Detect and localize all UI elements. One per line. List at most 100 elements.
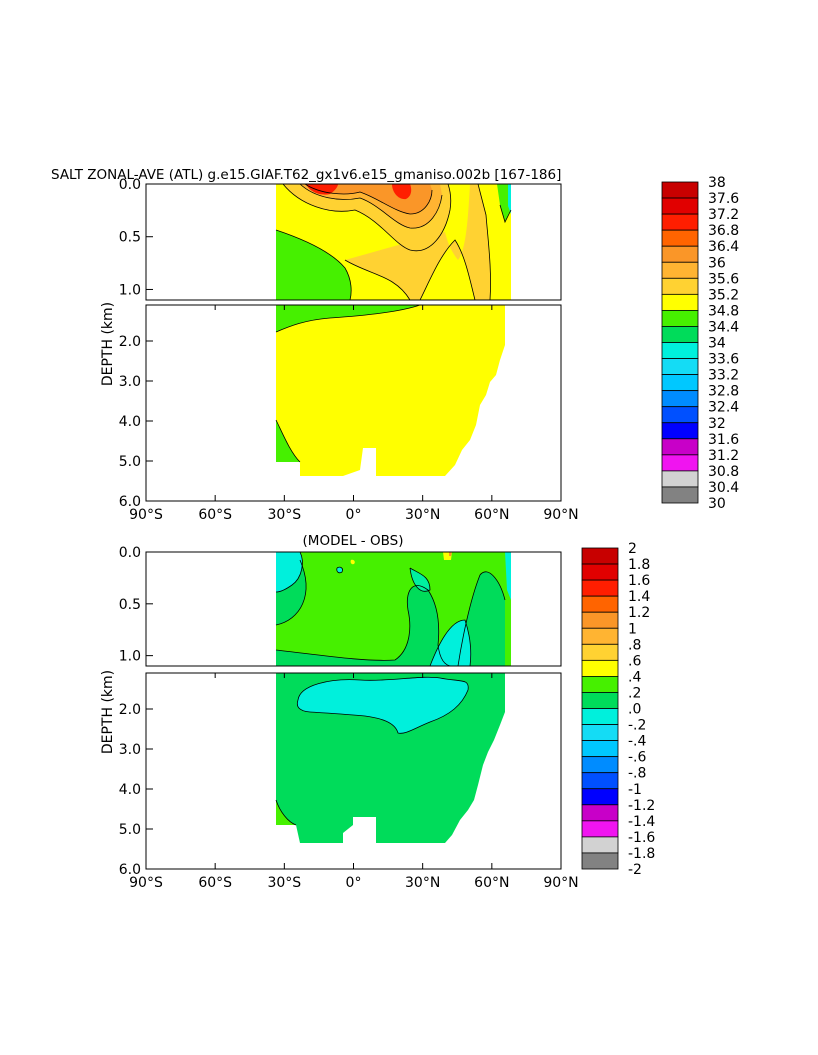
bottom-ylabel: DEPTH (km) [100, 670, 116, 754]
top-colorbar-label: 36.8 [708, 223, 739, 239]
top-upper-green-tongue [276, 230, 352, 300]
top-xtick-label: 90°S [129, 507, 163, 523]
bottom-upper-cyan-spot [336, 567, 343, 573]
top-upper-contours [275, 183, 512, 301]
bottom-upper-ytick-label: 1.0 [119, 649, 141, 665]
bottom-colorbar-label: .2 [628, 685, 641, 701]
bottom-colorbar-swatch [581, 708, 619, 725]
top-colorbar-label: 32.8 [708, 384, 739, 400]
bottom-upper-yellow-dot [350, 559, 355, 565]
top-xtick-label: 30°N [405, 507, 440, 523]
bottom-plot: (MODEL - OBS) [100, 533, 655, 891]
top-colorbar-label: 37.2 [708, 207, 739, 223]
bottom-colorbar-swatch [581, 788, 619, 806]
bottom-colorbar-label: -1.6 [628, 830, 655, 846]
top-colorbar-label: 33.2 [708, 368, 739, 384]
bottom-colorbar-swatch [581, 820, 619, 838]
top-upper-ytick-label: 0.5 [119, 230, 141, 246]
bottom-colorbar-swatch [581, 563, 619, 581]
bottom-colorbar-swatch [581, 579, 619, 597]
bottom-colorbar-swatch [581, 692, 619, 709]
top-upper-ytick-label: 0.0 [119, 177, 141, 193]
bottom-colorbar-swatch [581, 740, 619, 758]
top-upper-frame [145, 183, 562, 301]
top-colorbar-label: 30 [708, 496, 726, 512]
top-colorbar-label: 31.2 [708, 448, 739, 464]
top-colorbar-swatch [661, 261, 699, 279]
bottom-plot-title: (MODEL - OBS) [303, 533, 404, 549]
bottom-lower-ytick-label: 3.0 [119, 742, 141, 758]
bottom-upper-ytick-label: 0.0 [119, 545, 141, 561]
top-colorbar-swatch [661, 358, 699, 375]
top-colorbar: 3837.637.236.836.43635.635.234.834.43433… [661, 175, 739, 512]
top-colorbar-label: 32.4 [708, 400, 739, 416]
top-upper-deep-trough [345, 184, 491, 300]
bottom-upper-frame [145, 551, 562, 667]
bottom-colorbar-swatch [581, 547, 619, 565]
bottom-colorbar-swatch [581, 772, 619, 790]
bottom-lower-ytick-label: 4.0 [119, 782, 141, 798]
top-colorbar-swatch [661, 293, 699, 311]
top-colorbar-label: 36.4 [708, 239, 739, 255]
top-colorbar-swatch [661, 422, 699, 440]
bottom-colorbar-swatch [581, 756, 619, 774]
top-colorbar-label: 30.8 [708, 464, 739, 480]
top-colorbar-swatch [661, 342, 699, 359]
bottom-colorbar-label: 1.6 [628, 573, 650, 589]
bottom-colorbar-label: -.4 [628, 734, 647, 750]
top-colorbar-label: 34.4 [708, 319, 739, 335]
bottom-colorbar-swatch [581, 676, 619, 693]
top-colorbar-swatch [661, 406, 699, 424]
top-colorbar-swatch [661, 454, 699, 472]
top-xtick-label: 30°S [267, 507, 301, 523]
top-colorbar-label: 31.6 [708, 432, 739, 448]
top-xtick-label: 60°S [198, 507, 232, 523]
bottom-colorbar-swatch [581, 643, 619, 661]
top-colorbar-label: 35.2 [708, 287, 739, 303]
bottom-colorbar-label: -2 [628, 862, 642, 878]
top-lower-yellow [276, 305, 505, 476]
bottom-colorbar-swatch [581, 852, 619, 870]
bottom-axis-ticks: 90°S 60°S 30°S 0° 30°N 60°N 90°N 0.0 0.5 1.0 2.0 3.… [119, 545, 579, 891]
top-lower-field [276, 305, 505, 476]
bottom-colorbar-label: 2 [628, 541, 637, 557]
bottom-upper-cyan-patch-1 [410, 568, 430, 592]
top-ylabel: DEPTH (km) [100, 302, 116, 386]
top-colorbar-swatch [661, 245, 699, 263]
top-plot-title: SALT ZONAL-AVE (ATL) g.e15.GIAF.T62_gx1v… [51, 167, 561, 183]
bottom-upper-field [276, 552, 511, 666]
top-colorbar-swatch [661, 309, 699, 327]
top-upper-east-strip [497, 184, 511, 222]
top-lower-green-tongue [276, 305, 420, 332]
bottom-colorbar-swatch [581, 627, 619, 645]
bottom-colorbar: 21.81.61.41.21.8.6.4.2.0-.2-.4-.6-.8-1-1… [581, 541, 655, 878]
bottom-colorbar-swatch [581, 836, 619, 854]
top-colorbar-label: 34 [708, 336, 726, 352]
bottom-xtick-label: 0° [346, 875, 362, 891]
bottom-colorbar-label: -.6 [628, 750, 647, 766]
top-colorbar-swatch [661, 470, 699, 488]
bottom-colorbar-swatch [581, 611, 619, 629]
top-axis-ticks: 90°S 60°S 30°S 0° 30°N 60°N 90°N 0.0 0.5 1.0 2.0 3.… [119, 177, 579, 523]
top-plot: SALT ZONAL-AVE (ATL) g.e15.GIAF.T62_gx1v… [51, 167, 739, 523]
bottom-lower-contours [275, 676, 469, 826]
bottom-colorbar-label: -1.4 [628, 814, 655, 830]
top-lower-ytick-label: 6.0 [119, 494, 141, 510]
bottom-colorbar-label: .6 [628, 653, 641, 669]
bottom-xtick-label: 90°S [129, 875, 163, 891]
bottom-colorbar-swatch [581, 804, 619, 822]
bottom-upper-ytick-label: 0.5 [119, 597, 141, 613]
bottom-xtick-label: 30°N [405, 875, 440, 891]
top-colorbar-label: 37.6 [708, 191, 739, 207]
bottom-colorbar-label: -.2 [628, 718, 646, 734]
bottom-colorbar-label: 1 [628, 621, 637, 637]
bottom-lower-cyan-blob [297, 677, 469, 734]
top-upper-red-east [392, 184, 412, 200]
top-upper-ytick-label: 1.0 [119, 282, 141, 298]
top-upper-field [276, 184, 511, 300]
top-colorbar-swatch [661, 213, 699, 231]
bottom-colorbar-label: 1.8 [628, 557, 650, 573]
top-colorbar-label: 32 [708, 416, 726, 432]
top-colorbar-label: 36 [708, 255, 726, 271]
